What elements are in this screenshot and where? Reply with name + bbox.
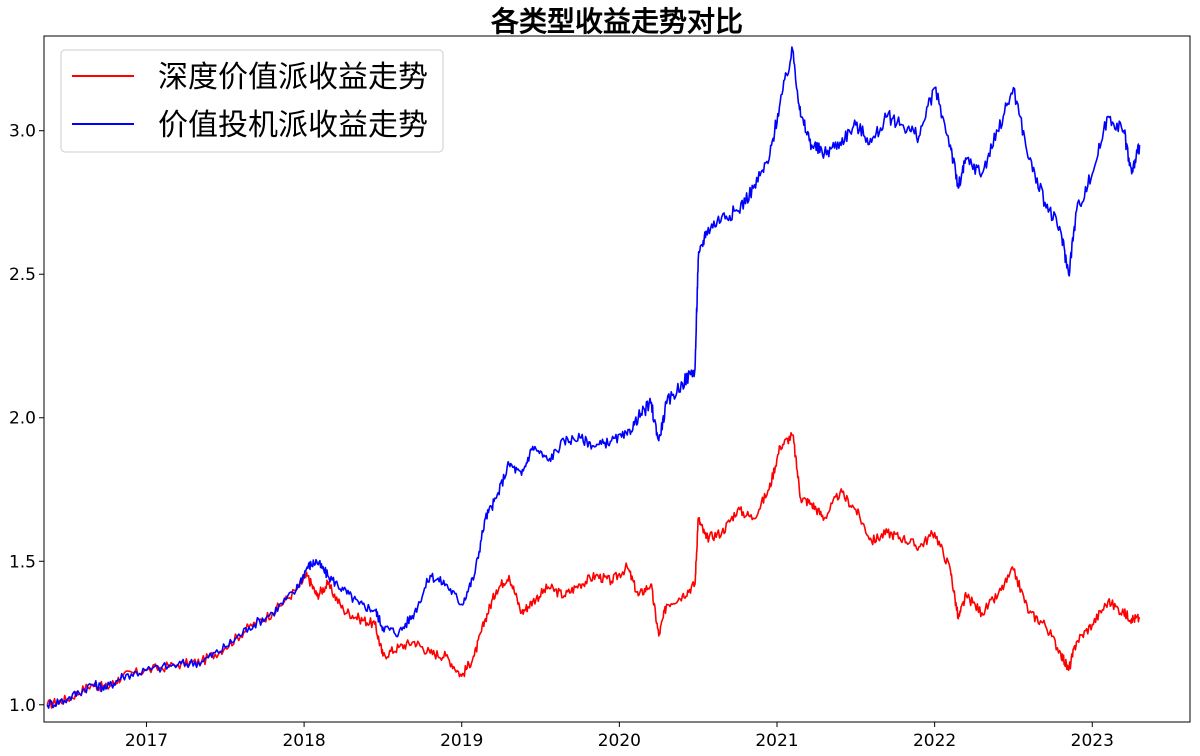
series-line-value-speculation bbox=[46, 46, 1141, 709]
x-tick-label: 2020 bbox=[598, 731, 641, 751]
plot-area bbox=[43, 35, 1191, 723]
legend-label: 深度价值派收益走势 bbox=[158, 60, 428, 95]
chart-title: 各类型收益走势对比 bbox=[490, 5, 743, 38]
y-tick-label: 3.0 bbox=[9, 122, 36, 142]
y-tick-label: 2.0 bbox=[9, 409, 36, 429]
x-axis: 2017 2018 2019 2020 2021 2022 2023 bbox=[125, 722, 1114, 751]
x-tick-label: 2018 bbox=[282, 731, 325, 751]
x-tick-label: 2023 bbox=[1071, 731, 1114, 751]
y-tick-label: 2.5 bbox=[9, 265, 36, 285]
series-line-deep-value bbox=[46, 432, 1141, 709]
series-group bbox=[46, 46, 1141, 709]
x-tick-label: 2021 bbox=[755, 731, 798, 751]
y-axis: 1.0 1.5 2.0 2.5 3.0 bbox=[9, 122, 44, 716]
x-tick-label: 2017 bbox=[125, 731, 168, 751]
y-tick-label: 1.5 bbox=[9, 552, 36, 572]
x-tick-label: 2019 bbox=[440, 731, 483, 751]
legend-box bbox=[60, 49, 444, 153]
y-tick-label: 1.0 bbox=[9, 696, 36, 716]
legend-label: 价值投机派收益走势 bbox=[158, 108, 428, 143]
plot-frame bbox=[43, 35, 1191, 723]
x-tick-label: 2022 bbox=[913, 731, 956, 751]
